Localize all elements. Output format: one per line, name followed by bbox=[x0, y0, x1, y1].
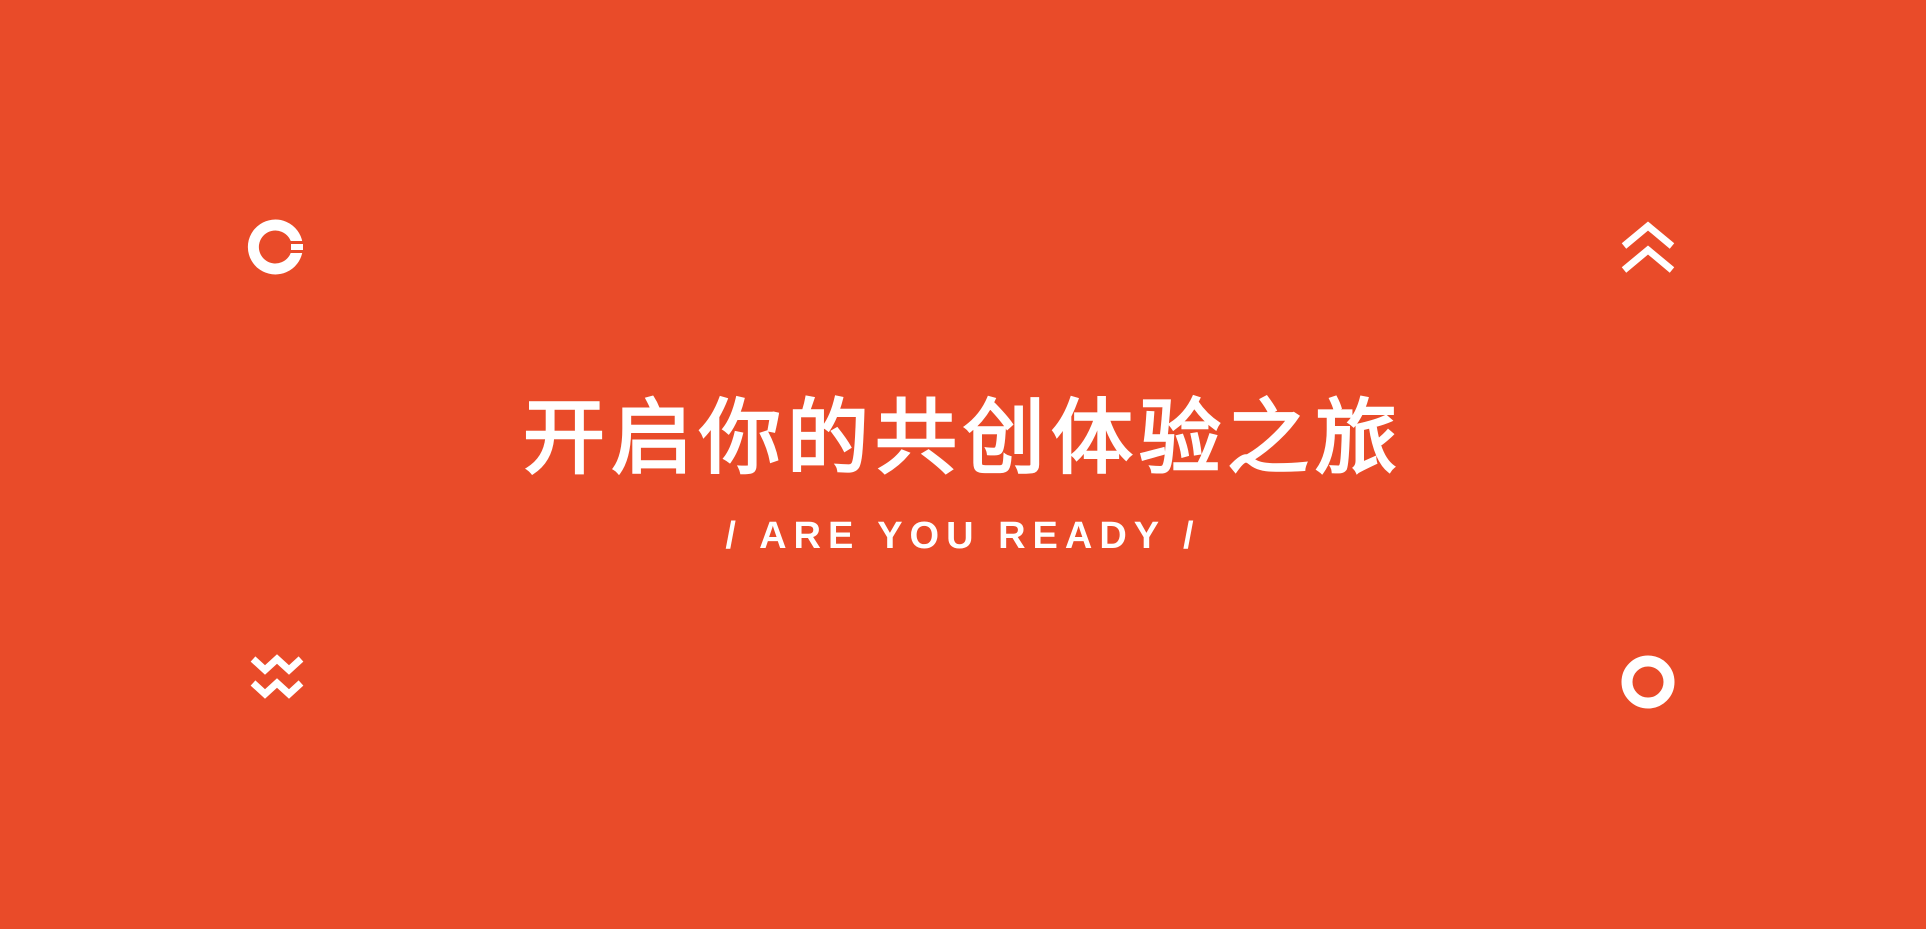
double-chevron-up-icon bbox=[1616, 215, 1680, 279]
ring-icon bbox=[1616, 650, 1680, 714]
page-subtitle: / ARE YOU READY / bbox=[725, 515, 1201, 557]
open-ring-icon bbox=[245, 215, 309, 279]
double-chevron-down-icon bbox=[245, 650, 309, 714]
page-title: 开启你的共创体验之旅 bbox=[522, 390, 1403, 486]
